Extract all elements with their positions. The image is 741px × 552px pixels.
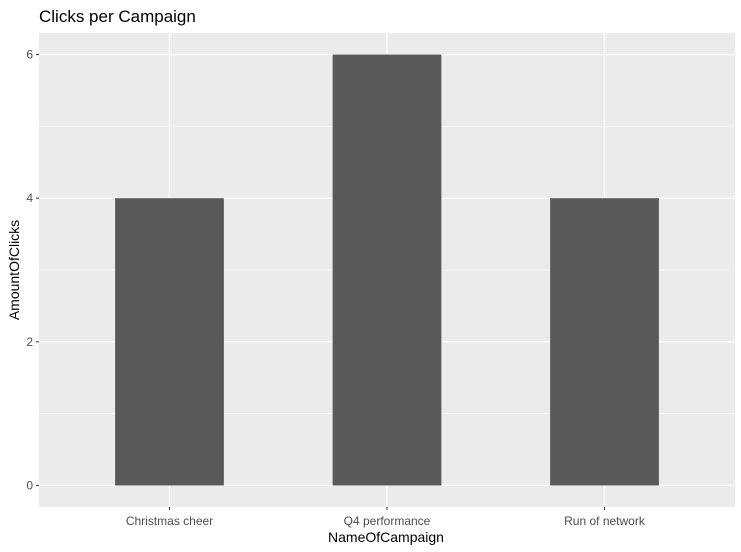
chart-title: Clicks per Campaign xyxy=(39,7,196,26)
y-tick-label: 4 xyxy=(26,191,33,205)
y-tick-label: 6 xyxy=(26,48,33,62)
y-axis: 0 2 4 6 xyxy=(26,48,39,492)
x-axis: Christmas cheer Q4 performance Run of netw… xyxy=(126,507,646,528)
y-tick-label: 2 xyxy=(26,335,33,349)
y-tick-label: 0 xyxy=(26,478,33,492)
x-axis-title: NameOfCampaign xyxy=(328,529,444,545)
bar xyxy=(550,198,659,486)
y-axis-title: AmountOfClicks xyxy=(6,220,22,320)
x-tick-label: Christmas cheer xyxy=(126,514,213,528)
bar xyxy=(115,198,224,486)
x-tick-label: Q4 performance xyxy=(344,514,431,528)
bar xyxy=(332,54,442,486)
x-tick-label: Run of network xyxy=(564,514,646,528)
bars xyxy=(115,54,659,486)
